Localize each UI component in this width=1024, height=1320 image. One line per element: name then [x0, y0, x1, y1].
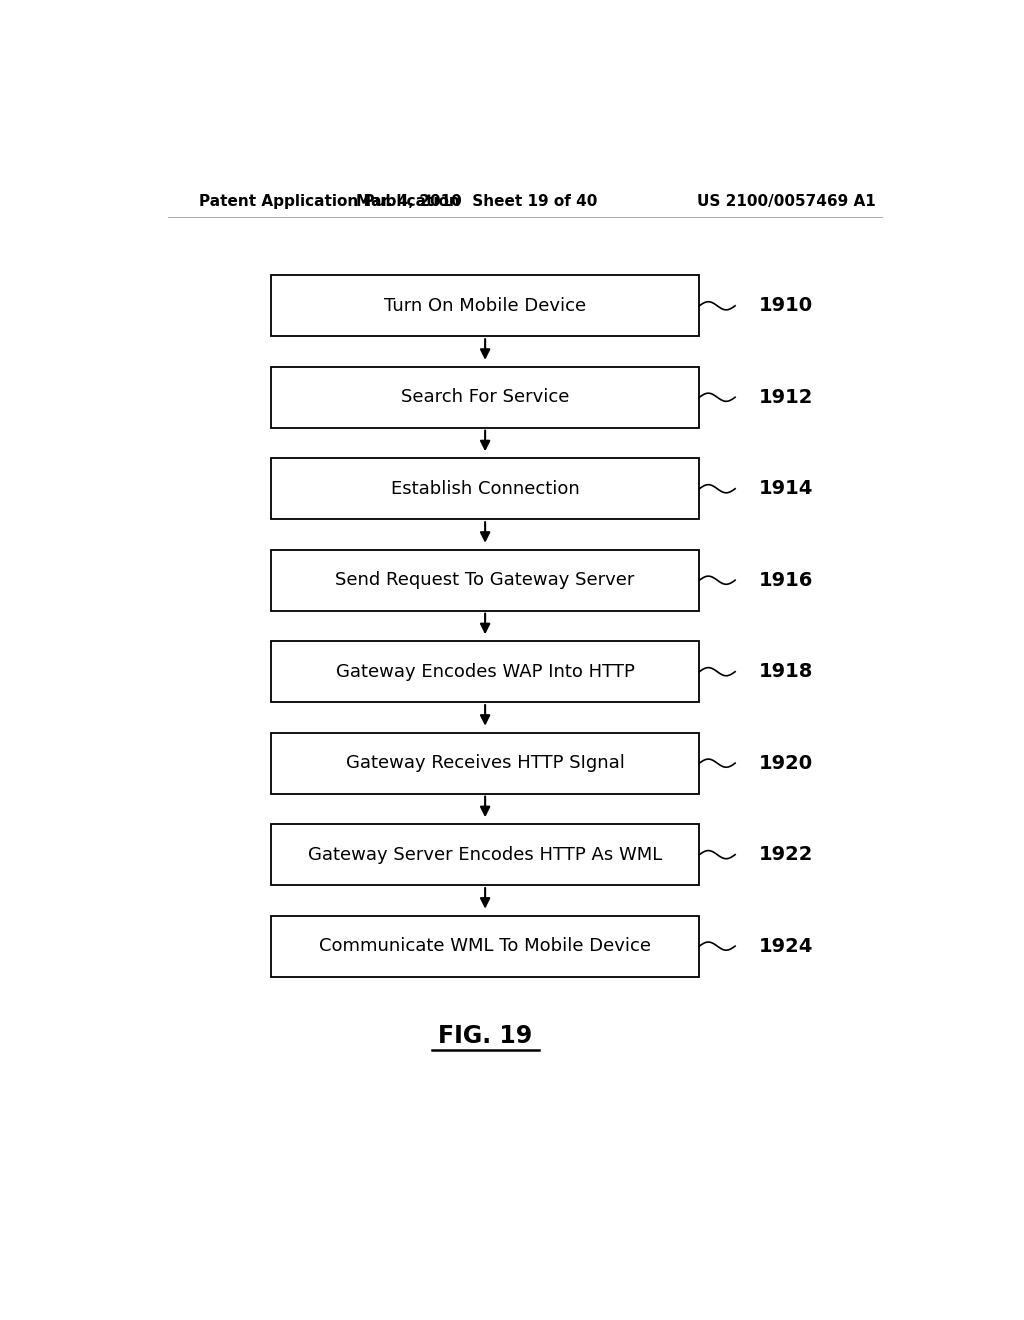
Bar: [270, 549, 699, 611]
Text: Mar. 4, 2010  Sheet 19 of 40: Mar. 4, 2010 Sheet 19 of 40: [356, 194, 598, 209]
Bar: [270, 642, 699, 702]
Text: Patent Application Publication: Patent Application Publication: [200, 194, 460, 209]
Text: 1924: 1924: [759, 937, 813, 956]
Text: Establish Connection: Establish Connection: [391, 479, 580, 498]
Text: Gateway Receives HTTP SIgnal: Gateway Receives HTTP SIgnal: [346, 754, 625, 772]
Text: 1910: 1910: [759, 296, 813, 315]
Text: 1918: 1918: [759, 663, 813, 681]
Text: Gateway Encodes WAP Into HTTP: Gateway Encodes WAP Into HTTP: [336, 663, 635, 681]
Text: Search For Service: Search For Service: [401, 388, 569, 407]
Text: Send Request To Gateway Server: Send Request To Gateway Server: [336, 572, 635, 589]
Text: 1916: 1916: [759, 570, 813, 590]
Text: Turn On Mobile Device: Turn On Mobile Device: [384, 297, 586, 314]
Text: US 2100/0057469 A1: US 2100/0057469 A1: [697, 194, 877, 209]
Bar: [270, 824, 699, 886]
Bar: [270, 276, 699, 337]
Bar: [270, 733, 699, 793]
Text: Communicate WML To Mobile Device: Communicate WML To Mobile Device: [319, 937, 651, 956]
Bar: [270, 458, 699, 519]
Text: Gateway Server Encodes HTTP As WML: Gateway Server Encodes HTTP As WML: [308, 846, 663, 863]
Bar: [270, 367, 699, 428]
Text: 1914: 1914: [759, 479, 813, 498]
Text: FIG. 19: FIG. 19: [438, 1023, 532, 1048]
Text: 1912: 1912: [759, 388, 813, 407]
Bar: [270, 916, 699, 977]
Text: 1922: 1922: [759, 845, 813, 865]
Text: 1920: 1920: [759, 754, 813, 772]
